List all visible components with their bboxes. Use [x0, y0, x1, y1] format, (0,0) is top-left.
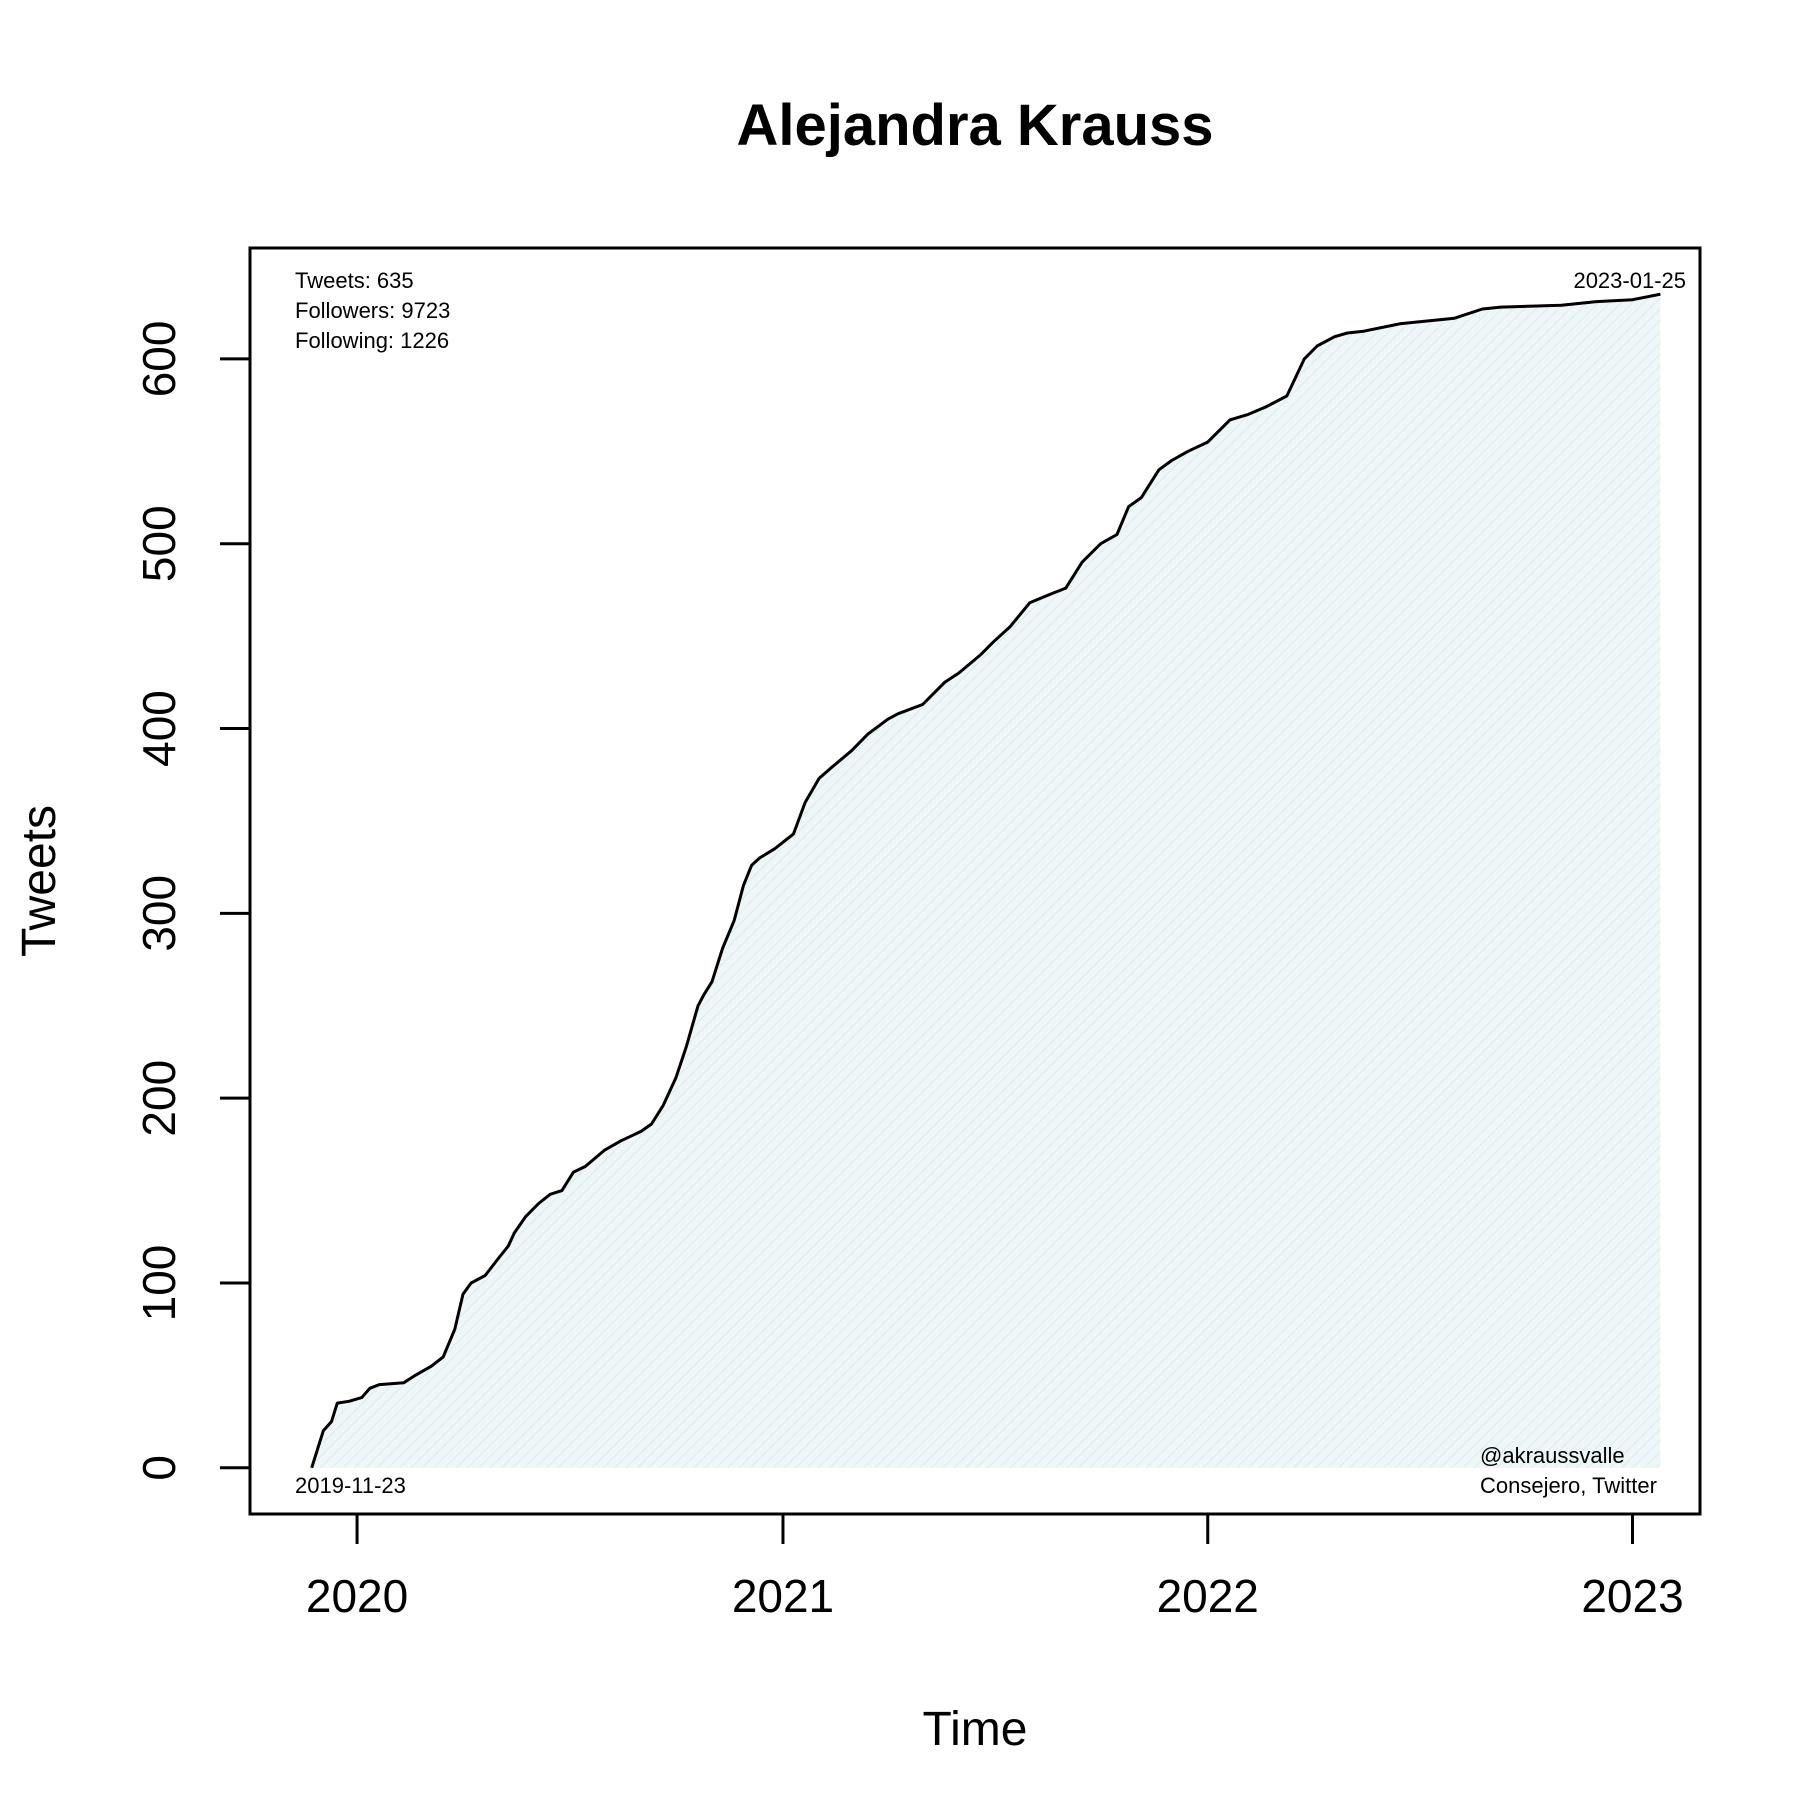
y-tick-label: 500 — [133, 505, 185, 582]
data-layer — [310, 292, 1661, 1469]
handle-note: @akraussvalle — [1480, 1443, 1625, 1468]
chart-title: Alejandra Krauss — [736, 93, 1213, 158]
source-note: Consejero, Twitter — [1480, 1473, 1657, 1498]
series-area-fill — [311, 294, 1661, 1468]
y-tick-label: 400 — [133, 690, 185, 767]
y-tick-label: 300 — [133, 875, 185, 952]
start-date-note: 2019-11-23 — [295, 1473, 406, 1498]
y-axis-label: Tweets — [13, 805, 66, 957]
followers-count-note: Followers: 9723 — [295, 298, 450, 323]
x-tick-label: 2021 — [732, 1570, 834, 1622]
y-tick-label: 200 — [133, 1060, 185, 1137]
x-tick-label: 2020 — [306, 1570, 408, 1622]
y-axis: 0 100 200 300 400 500 600 — [133, 321, 252, 1481]
y-tick-label: 100 — [133, 1245, 185, 1322]
end-date-note: 2023-01-25 — [1573, 268, 1686, 293]
series-line — [310, 292, 1661, 1469]
y-tick-label: 0 — [133, 1455, 185, 1481]
y-tick-label: 600 — [133, 321, 185, 398]
tweets-count-note: Tweets: 635 — [295, 268, 414, 293]
x-tick-label: 2023 — [1581, 1570, 1683, 1622]
x-axis: 2020 2021 2022 2023 — [306, 1512, 1684, 1622]
x-axis-label: Time — [923, 1703, 1028, 1756]
x-tick-label: 2022 — [1157, 1570, 1259, 1622]
following-count-note: Following: 1226 — [295, 328, 449, 353]
